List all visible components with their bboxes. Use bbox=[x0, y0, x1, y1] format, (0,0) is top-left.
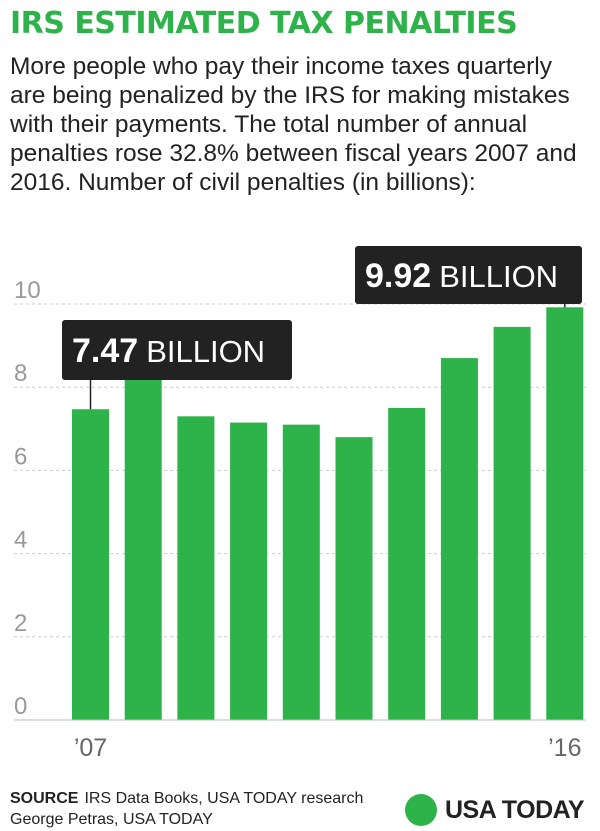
bar bbox=[493, 326, 531, 720]
y-tick-label: 4 bbox=[14, 527, 27, 554]
brand-dot-icon bbox=[405, 794, 437, 826]
bar bbox=[546, 307, 584, 720]
data-label-value: 7.47 bbox=[72, 332, 138, 370]
source-block: SOURCE IRS Data Books, USA TODAY research… bbox=[10, 788, 363, 830]
data-label: 9.92 BILLION bbox=[365, 257, 558, 295]
y-tick-label: 6 bbox=[14, 443, 27, 470]
data-label-unit: BILLION bbox=[439, 259, 558, 294]
data-label-value: 9.92 bbox=[365, 257, 431, 295]
x-tick-label: ’07 bbox=[74, 734, 107, 762]
source-line: SOURCE IRS Data Books, USA TODAY research bbox=[10, 788, 363, 809]
y-tick-label: 2 bbox=[14, 610, 27, 637]
callout-box bbox=[355, 246, 582, 304]
brand-name: USA TODAY bbox=[445, 795, 585, 824]
y-tick-label: 10 bbox=[14, 277, 41, 304]
bar bbox=[124, 374, 162, 720]
bar bbox=[282, 424, 320, 720]
bar bbox=[440, 358, 478, 720]
usa-today-logo: USA TODAY bbox=[405, 794, 585, 826]
y-tick-label: 8 bbox=[14, 360, 27, 387]
bar bbox=[72, 409, 109, 720]
bar bbox=[388, 408, 426, 720]
data-label-unit: BILLION bbox=[146, 334, 265, 369]
bar bbox=[230, 422, 268, 720]
y-tick-label: 0 bbox=[14, 693, 27, 720]
chart-title: IRS ESTIMATED TAX PENALTIES bbox=[10, 6, 518, 41]
x-tick-label: ’16 bbox=[548, 734, 581, 762]
credit-line: George Petras, USA TODAY bbox=[10, 811, 213, 828]
bar bbox=[177, 416, 215, 720]
data-label: 7.47 BILLION bbox=[72, 332, 265, 370]
source-text: IRS Data Books, USA TODAY research bbox=[84, 790, 364, 807]
chart-subtitle: More people who pay their income taxes q… bbox=[10, 53, 577, 196]
bar bbox=[335, 437, 373, 720]
source-label: SOURCE bbox=[10, 790, 79, 807]
callout-box bbox=[62, 320, 292, 380]
